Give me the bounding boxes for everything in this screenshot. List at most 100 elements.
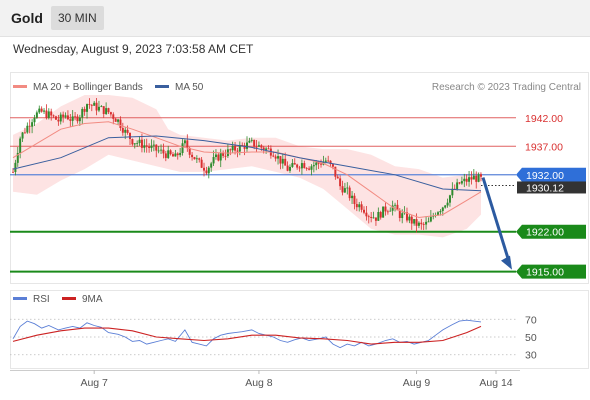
candle-body <box>353 195 356 205</box>
candle-body <box>191 154 194 158</box>
candle-body <box>241 145 244 146</box>
price-levels: 1942.00 1937.00 1932.00 1922.00 1915.00 1930.… <box>10 113 586 279</box>
rsi-lines: 30 50 70 <box>10 314 537 362</box>
candle-body <box>262 147 265 150</box>
ma20-line <box>12 121 482 219</box>
candle-body <box>76 116 79 122</box>
candle-body <box>267 148 270 150</box>
timeframe-badge[interactable]: 30 MIN <box>51 6 104 30</box>
time-label-2: Aug 9 <box>403 377 431 389</box>
candle-body <box>272 155 275 157</box>
candle-body <box>238 145 241 152</box>
level-tag-2 <box>516 167 586 182</box>
candle-body <box>243 145 246 149</box>
candle-body <box>382 206 385 218</box>
candle-body <box>114 118 117 122</box>
candle-body <box>183 140 186 144</box>
candle-body <box>231 145 234 151</box>
candle-body <box>386 211 389 213</box>
candle-body <box>432 215 435 217</box>
candle-body <box>217 154 220 161</box>
candle-body <box>389 210 392 212</box>
candle-body <box>207 167 210 174</box>
candle-body <box>95 102 98 111</box>
candle-body <box>62 114 65 117</box>
candle-body <box>43 110 46 112</box>
candle-body <box>437 212 440 215</box>
time-label-3: Aug 14 <box>479 377 512 389</box>
candle-body <box>117 119 120 122</box>
candle-body <box>150 145 153 148</box>
main-panel-frame <box>10 72 589 284</box>
candle-body <box>109 112 112 115</box>
candle-body <box>121 127 124 133</box>
candle-body <box>78 117 81 122</box>
level-tag-3 <box>516 224 586 239</box>
candle-body <box>90 104 93 106</box>
candle-body <box>456 182 459 189</box>
candle-body <box>47 111 50 118</box>
legend-swatch-9ma <box>62 297 76 300</box>
candle-body <box>257 145 260 147</box>
candle-body <box>131 139 134 145</box>
candle-body <box>339 178 342 187</box>
candle-body <box>59 114 62 122</box>
legend-swatch-ma50 <box>155 85 169 88</box>
candle-body <box>171 154 174 157</box>
candle-body <box>296 164 299 168</box>
candle-body <box>274 156 277 159</box>
candle-body <box>396 204 399 211</box>
candle-body <box>229 149 232 151</box>
candle-body <box>315 162 318 166</box>
forecast-arrow-head <box>501 255 512 270</box>
candle-body <box>54 116 57 120</box>
candle-body <box>107 108 110 113</box>
rsi-line <box>12 319 482 349</box>
candle-body <box>312 165 315 167</box>
candle-body <box>119 119 122 128</box>
candle-body <box>222 152 225 156</box>
candle-body <box>355 204 358 208</box>
candle-body <box>415 219 418 226</box>
candle-body <box>429 216 432 222</box>
candle-body <box>138 139 141 144</box>
level-label-2: 1932.00 <box>526 170 564 182</box>
candle-body <box>26 125 29 133</box>
candle-body <box>286 165 289 171</box>
candle-body <box>336 176 339 179</box>
candle-body <box>439 211 442 213</box>
candle-body <box>317 162 320 164</box>
candle-body <box>136 143 139 144</box>
candle-body <box>281 158 284 164</box>
candle-body <box>129 132 131 140</box>
candle-body <box>200 159 203 168</box>
candle-body <box>465 178 468 182</box>
candle-body <box>64 115 67 117</box>
candle-body <box>384 206 387 212</box>
candle-body <box>212 156 215 164</box>
candle-body <box>300 163 303 169</box>
candle-body <box>176 153 179 156</box>
candle-body <box>198 158 201 160</box>
candle-body <box>308 168 311 170</box>
candle-body <box>377 211 380 221</box>
legend-label-9ma: 9MA <box>82 294 103 305</box>
candle-body <box>365 212 368 217</box>
candle-body <box>164 153 167 158</box>
candle-body <box>23 132 26 134</box>
level-label-0: 1942.00 <box>525 113 563 125</box>
credit-text: Research © 2023 Trading Central <box>432 82 581 93</box>
candle-body <box>157 150 160 152</box>
candle-body <box>265 148 268 150</box>
candle-body <box>88 104 91 105</box>
candle-body <box>451 188 454 196</box>
candle-body <box>102 106 105 115</box>
candle-body <box>279 156 282 164</box>
candle-body <box>203 167 206 171</box>
candle-body <box>112 114 115 119</box>
candle-body <box>358 204 361 208</box>
bollinger-band-fill <box>13 95 481 238</box>
rsi-legend: RSI 9MA <box>13 294 103 305</box>
time-label-0: Aug 7 <box>80 377 108 389</box>
candle-body <box>66 115 69 120</box>
